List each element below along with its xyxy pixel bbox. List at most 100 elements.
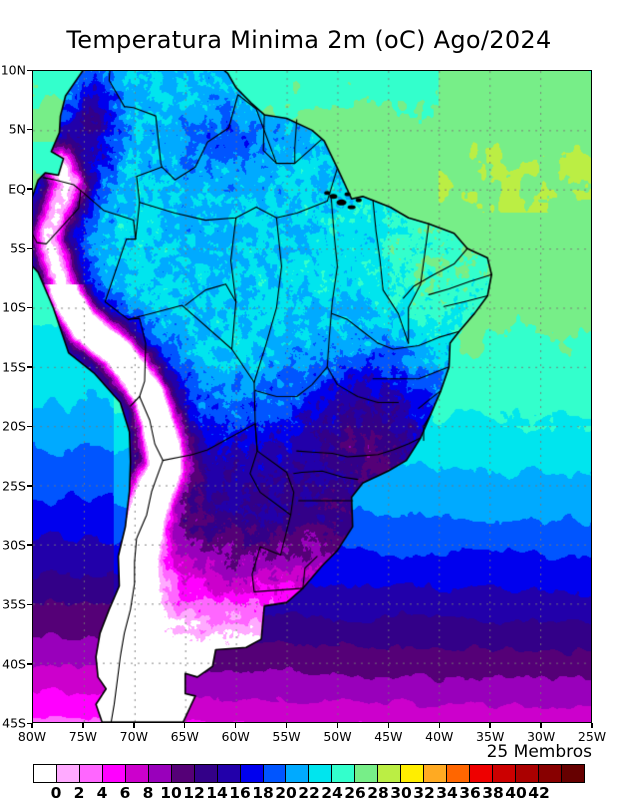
colorbar-tick-2: 2 bbox=[73, 784, 85, 802]
x-tick-mark bbox=[591, 723, 593, 728]
y-tick-10N: 10N bbox=[0, 62, 26, 78]
y-tick-mark bbox=[27, 69, 32, 71]
colorbar-tick-20: 20 bbox=[275, 784, 297, 802]
colorbar-tick-40: 40 bbox=[505, 784, 527, 802]
y-tick-mark bbox=[27, 128, 32, 131]
x-tick-mark bbox=[183, 723, 186, 728]
map-plot-area bbox=[32, 70, 592, 723]
x-tick-45W: 45W bbox=[374, 729, 403, 744]
x-tick-mark bbox=[234, 723, 237, 728]
x-tick-75W: 75W bbox=[68, 729, 98, 744]
y-tick-5S: 5S bbox=[10, 240, 26, 256]
colorbar-swatch-14 bbox=[355, 765, 379, 782]
x-tick-60W: 60W bbox=[221, 729, 250, 744]
colorbar-swatch-23 bbox=[561, 765, 584, 782]
x-tick-30W: 30W bbox=[526, 729, 556, 744]
colorbar-tick-8: 8 bbox=[142, 784, 154, 802]
x-tick-65W: 65W bbox=[170, 729, 199, 744]
y-tick-25S: 25S bbox=[2, 478, 26, 494]
colorbar-swatch-0 bbox=[34, 765, 57, 782]
temperature-heatmap-canvas bbox=[33, 71, 591, 722]
colorbar-swatch-2 bbox=[79, 765, 103, 782]
colorbar-swatch-3 bbox=[102, 765, 126, 782]
x-tick-mark bbox=[489, 723, 491, 728]
colorbar bbox=[33, 764, 585, 783]
colorbar-swatch-17 bbox=[424, 765, 448, 782]
y-tick-20S: 20S bbox=[2, 418, 26, 434]
x-tick-mark bbox=[387, 723, 390, 728]
y-tick-mark bbox=[27, 425, 32, 428]
y-tick-5N: 5N bbox=[8, 121, 26, 137]
colorbar-swatch-6 bbox=[171, 765, 195, 782]
colorbar-swatch-19 bbox=[470, 765, 494, 782]
ensemble-members-label: 25 Membros bbox=[486, 742, 592, 762]
x-tick-25W: 25W bbox=[577, 729, 607, 744]
page-title: Temperatura Minima 2m (oC) Ago/2024 bbox=[66, 26, 552, 54]
colorbar-tick-0: 0 bbox=[50, 784, 62, 802]
colorbar-tick-24: 24 bbox=[321, 784, 343, 802]
x-tick-mark bbox=[133, 723, 135, 728]
colorbar-swatch-5 bbox=[148, 765, 172, 782]
x-tick-55W: 55W bbox=[272, 729, 301, 744]
colorbar-tick-16: 16 bbox=[229, 784, 251, 802]
colorbar-tick-32: 32 bbox=[413, 784, 435, 802]
colorbar-swatch-12 bbox=[309, 765, 333, 782]
colorbar-swatch-11 bbox=[286, 765, 310, 782]
y-tick-mark bbox=[27, 366, 32, 368]
colorbar-tick-26: 26 bbox=[344, 784, 366, 802]
colorbar-swatch-22 bbox=[538, 765, 562, 782]
colorbar-swatch-20 bbox=[493, 765, 517, 782]
colorbar-tick-22: 22 bbox=[298, 784, 320, 802]
y-tick-45S: 45S bbox=[2, 715, 26, 731]
x-tick-40W: 40W bbox=[425, 729, 454, 744]
colorbar-swatch-9 bbox=[240, 765, 264, 782]
y-tick-35S: 35S bbox=[2, 596, 26, 612]
y-tick-mark bbox=[27, 306, 32, 309]
y-tick-mark bbox=[27, 247, 32, 250]
colorbar-swatch-16 bbox=[401, 765, 425, 782]
y-tick-EQ: EQ bbox=[8, 181, 26, 197]
colorbar-tick-34: 34 bbox=[436, 784, 458, 802]
y-tick-mark bbox=[27, 603, 32, 606]
y-tick-mark bbox=[27, 722, 32, 724]
x-tick-mark bbox=[540, 723, 542, 728]
x-tick-mark bbox=[285, 723, 288, 728]
colorbar-tick-42: 42 bbox=[528, 784, 550, 802]
y-tick-15S: 15S bbox=[2, 359, 26, 375]
colorbar-swatch-10 bbox=[263, 765, 287, 782]
colorbar-swatch-1 bbox=[56, 765, 80, 782]
colorbar-swatches bbox=[33, 764, 585, 783]
y-tick-mark bbox=[27, 188, 32, 190]
colorbar-tick-30: 30 bbox=[390, 784, 412, 802]
y-tick-mark bbox=[27, 663, 32, 665]
colorbar-swatch-18 bbox=[447, 765, 471, 782]
y-tick-10S: 10S bbox=[2, 299, 26, 315]
y-tick-mark bbox=[27, 485, 32, 487]
colorbar-tick-10: 10 bbox=[160, 784, 182, 802]
colorbar-tick-18: 18 bbox=[252, 784, 274, 802]
colorbar-tick-14: 14 bbox=[206, 784, 228, 802]
x-tick-mark bbox=[438, 723, 441, 728]
y-tick-30S: 30S bbox=[2, 537, 26, 553]
y-tick-mark bbox=[27, 544, 32, 546]
x-tick-mark bbox=[31, 723, 33, 728]
colorbar-tick-28: 28 bbox=[367, 784, 389, 802]
x-tick-mark bbox=[336, 723, 339, 728]
colorbar-swatch-4 bbox=[125, 765, 149, 782]
colorbar-swatch-8 bbox=[217, 765, 241, 782]
colorbar-tick-6: 6 bbox=[119, 784, 131, 802]
colorbar-swatch-15 bbox=[378, 765, 402, 782]
colorbar-tick-labels: 0 2 4 6 8 10 12 14 16 18 20 22 24 26 28 30 32 34 36 38 40 42 bbox=[33, 784, 585, 802]
colorbar-tick-12: 12 bbox=[183, 784, 205, 802]
colorbar-tick-4: 4 bbox=[96, 784, 108, 802]
x-tick-50W: 50W bbox=[323, 729, 352, 744]
y-tick-40S: 40S bbox=[2, 656, 26, 672]
x-tick-mark bbox=[82, 723, 84, 728]
colorbar-swatch-13 bbox=[332, 765, 356, 782]
colorbar-swatch-21 bbox=[516, 765, 539, 782]
colorbar-swatch-7 bbox=[194, 765, 218, 782]
x-tick-70W: 70W bbox=[119, 729, 148, 744]
colorbar-tick-36: 36 bbox=[459, 784, 481, 802]
colorbar-tick-38: 38 bbox=[482, 784, 504, 802]
x-tick-35W: 35W bbox=[476, 729, 505, 744]
